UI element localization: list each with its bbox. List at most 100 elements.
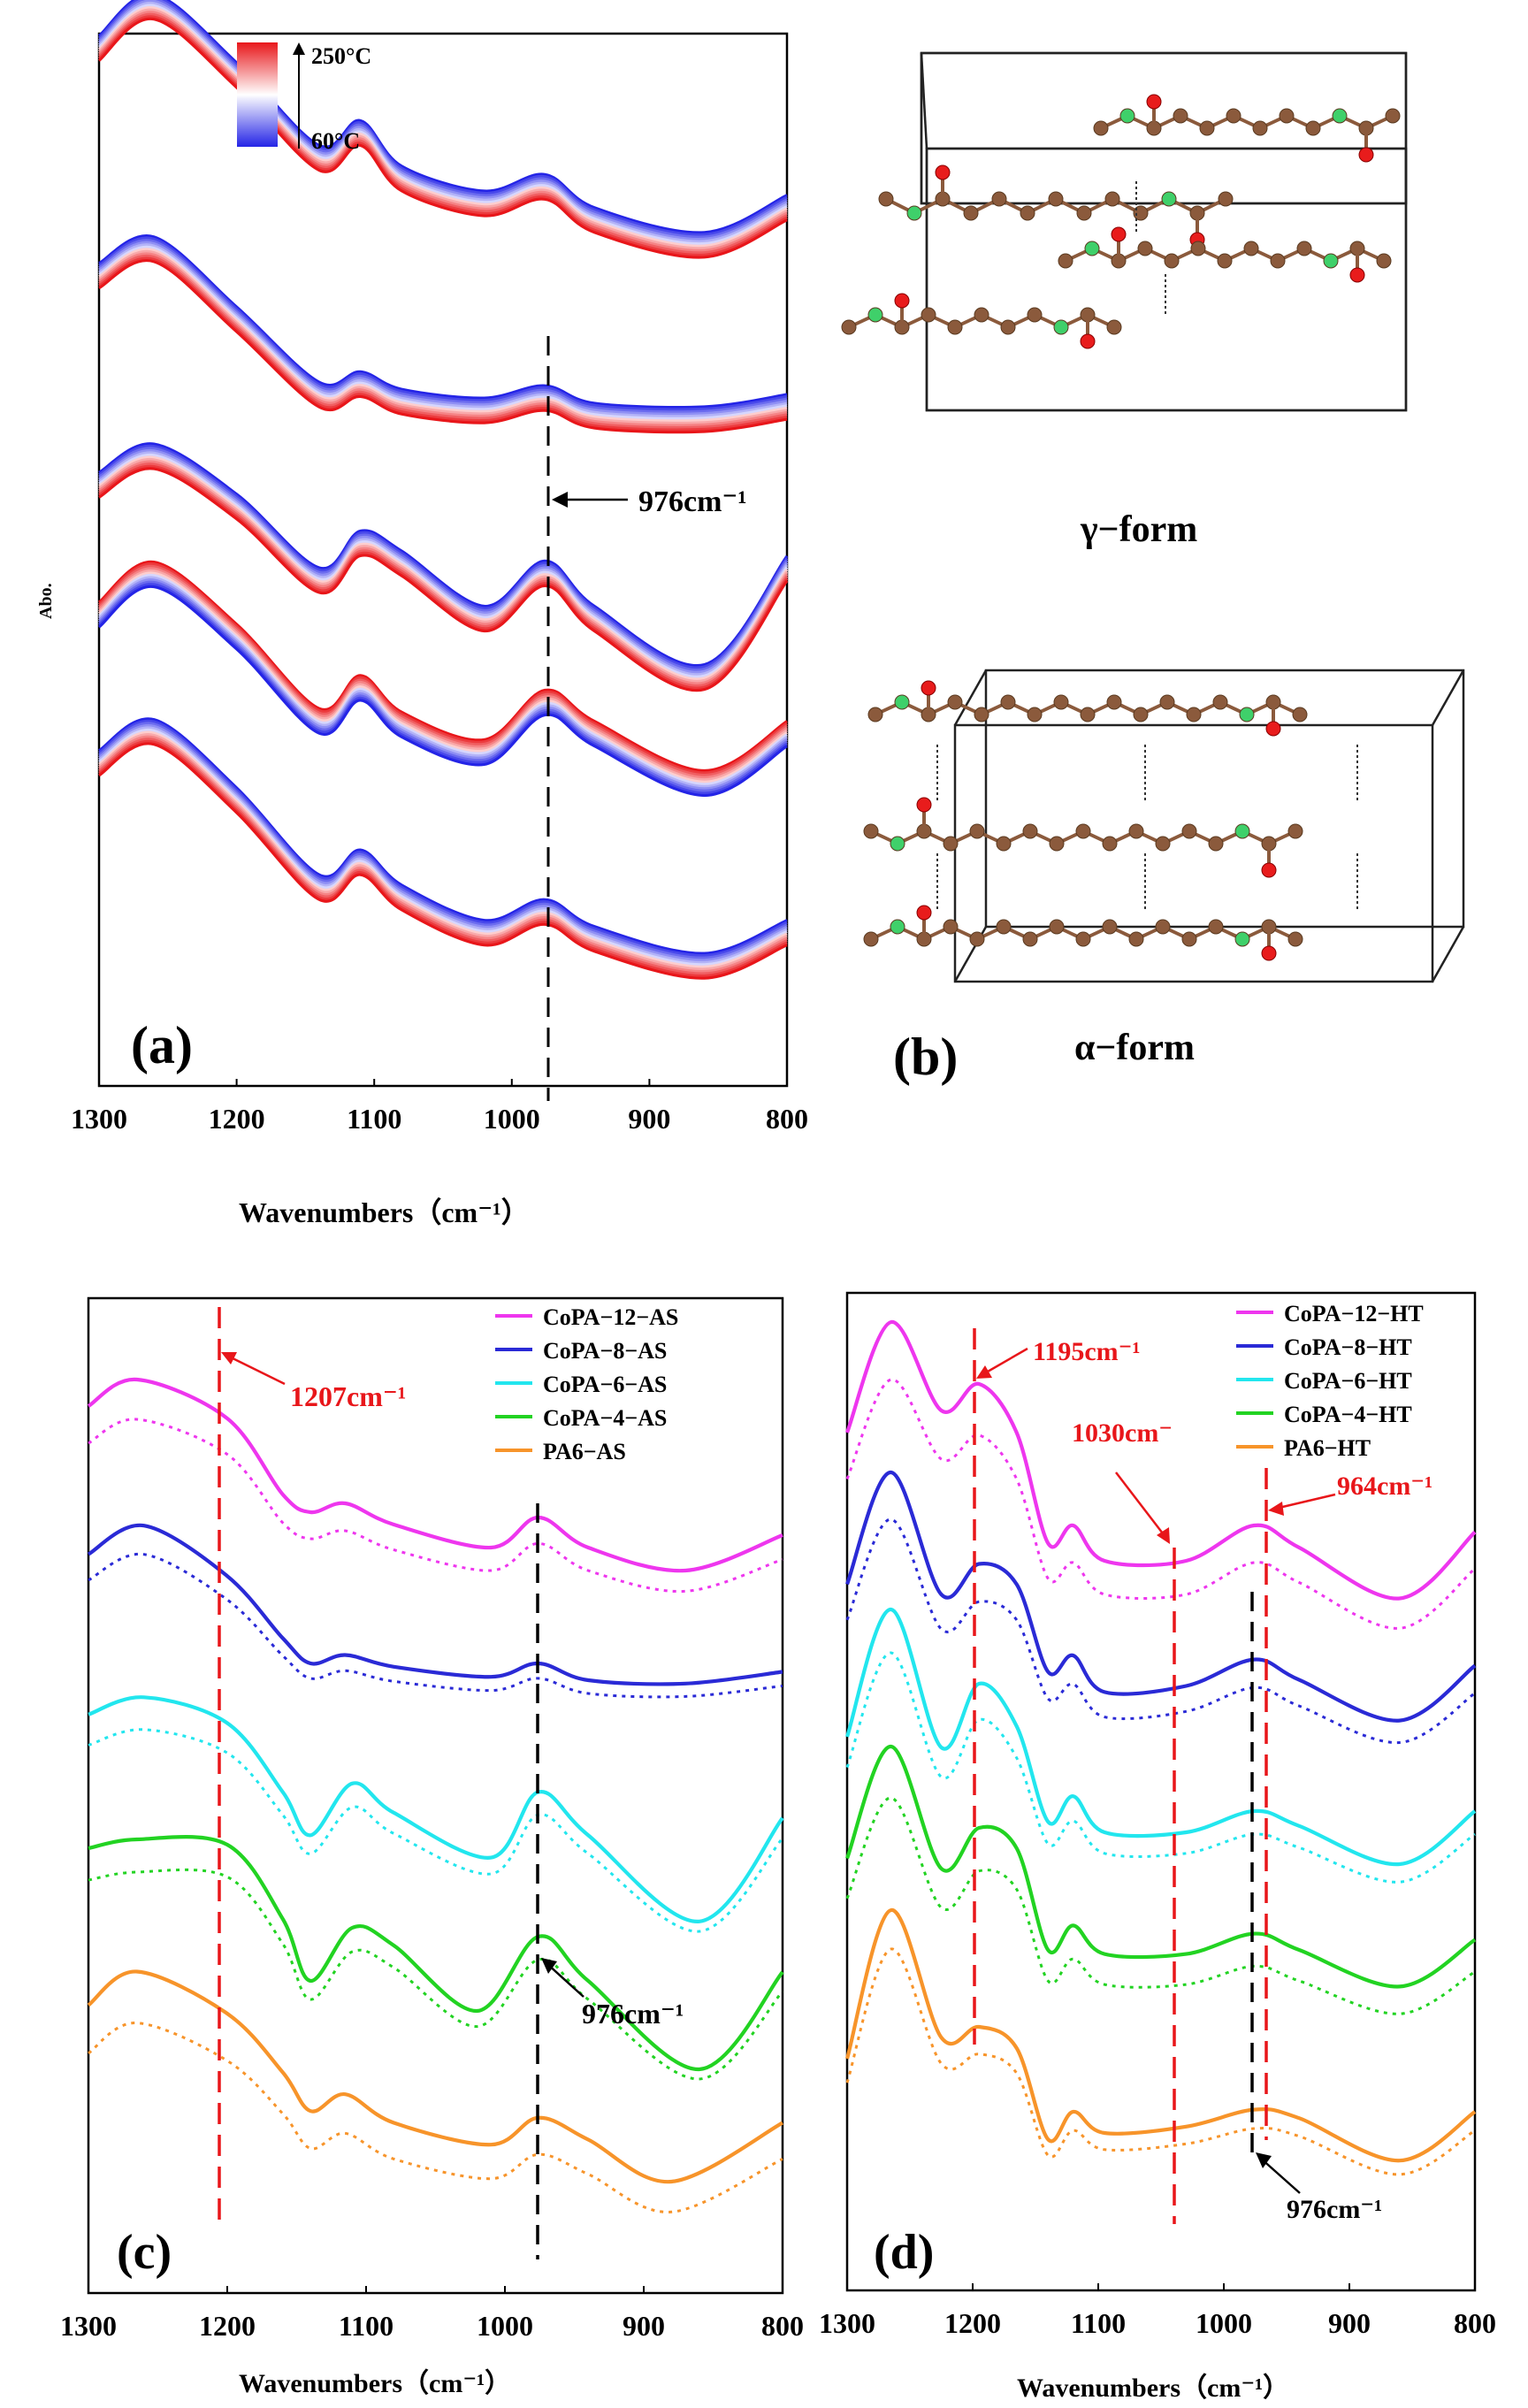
panel-a-spectrum-4-line-9 xyxy=(98,738,788,975)
panel-d-xtick-label: 1200 xyxy=(944,2307,1001,2339)
panel-a-spectrum-0-line-1 xyxy=(97,0,788,237)
panel-d-976-label: 976cm⁻¹ xyxy=(1287,2195,1382,2224)
gamma-chain-2-atom xyxy=(1048,191,1064,207)
panel-a-spectrum-3-line-10 xyxy=(97,562,788,775)
panel-a-spectrum-1-line-8 xyxy=(98,252,788,427)
panel-a-spectrum-3-line-2 xyxy=(97,580,788,793)
panel-a-colorbar-arrowhead xyxy=(293,42,305,55)
panel-d-frame xyxy=(845,1291,1477,2292)
panel-c-1207-arrow xyxy=(225,1353,286,1386)
panel-d-1030-arrowhead xyxy=(1157,1527,1170,1544)
gamma-chain-2-atom xyxy=(906,205,922,221)
panel-a-spectrum-4-line-4 xyxy=(98,726,788,964)
panel-c-legend: CoPA−12−AS CoPA−8−AS CoPA−6−AS CoPA−4−AS PA6… xyxy=(495,1304,678,1464)
alpha-chain-2-oxygen-atom xyxy=(1261,862,1277,878)
panel-d-dotted-2 xyxy=(845,1651,1476,1884)
panel-a-spectrum-4-line-8 xyxy=(98,735,788,974)
alpha-chain-3-atom xyxy=(969,931,985,947)
panel-c-solid-4 xyxy=(87,1969,783,2184)
panel-a-spectrum-4-line-11 xyxy=(98,742,788,980)
alpha-chain-2-atom xyxy=(1075,823,1091,839)
alpha-chain-3-atom xyxy=(943,919,959,935)
alpha-chain-1-atom xyxy=(1212,694,1228,710)
panel-d-solid-3 xyxy=(845,1744,1477,1989)
panel-a-spectrum-4-line-1 xyxy=(98,719,788,958)
panel-c-legend-label-3: CoPA−4−AS xyxy=(543,1405,667,1431)
panel-d-legend-label-3: CoPA−4−HT xyxy=(1284,1402,1412,1427)
gamma-chain-3-atom xyxy=(1270,253,1286,269)
panel-a-ylabel: Abo. xyxy=(36,583,56,619)
panel-c-frame xyxy=(87,1296,784,2295)
alpha-chain-2-atom xyxy=(969,823,985,839)
panel-a-spectrum-0-line-10 xyxy=(97,15,788,257)
gamma-chain-4-oxygen-atom xyxy=(1080,333,1096,349)
gamma-chain-1-atom xyxy=(1252,120,1268,136)
panel-b: γ−form α−form (b) xyxy=(841,51,1465,1086)
panel-d-spectra xyxy=(844,1319,1477,2176)
panel-a-spectrum-0-line-7 xyxy=(97,8,788,250)
alpha-chain-3-atom xyxy=(1287,931,1303,947)
gamma-chain-3-atom xyxy=(1323,253,1339,269)
alpha-chain-1-atom xyxy=(1159,694,1175,710)
panel-a-spectrum-4-line-6 xyxy=(98,730,788,969)
gamma-chain-3-atom xyxy=(1190,241,1206,256)
gamma-chain-3-atom xyxy=(1376,253,1392,269)
gamma-chain-2-atom xyxy=(878,191,894,207)
panel-a-spectrum-1-line-11 xyxy=(98,258,788,434)
alpha-chain-3-atom xyxy=(1234,931,1250,947)
gamma-chain-1-atom xyxy=(1119,108,1135,124)
panel-d-976-arrow xyxy=(1259,2157,1301,2194)
alpha-chain-1-atom xyxy=(1000,694,1016,710)
panel-d-xtick-label: 1100 xyxy=(1071,2307,1126,2339)
panel-a-spectrum-0-line-6 xyxy=(97,6,788,248)
alpha-chain-3-atom xyxy=(890,919,905,935)
gamma-chain-4-atom xyxy=(867,307,883,323)
panel-c-solid-3 xyxy=(88,1834,784,2072)
alpha-chain-2-atom xyxy=(996,836,1012,852)
panel-a-spectrum-0-line-8 xyxy=(97,11,788,252)
gamma-box-top-back xyxy=(920,51,1408,205)
panel-d-964-arrow xyxy=(1274,1493,1336,1510)
panel-a-spectrum-4-line-3 xyxy=(98,723,788,962)
gamma-chain-1-oxygen-atom xyxy=(1358,147,1374,163)
alpha-chain-1-atom xyxy=(867,707,883,722)
alpha-chain-1-atom xyxy=(1106,694,1122,710)
alpha-box-edge-1 xyxy=(1431,669,1465,726)
panel-d-solid-1 xyxy=(845,1470,1477,1723)
alpha-box-edge-3 xyxy=(1431,926,1465,982)
gamma-box-top-front xyxy=(920,51,1408,205)
alpha-chain-2-atom xyxy=(1155,836,1171,852)
panel-a-xtick-label: 800 xyxy=(766,1103,808,1135)
alpha-chain-2-atom xyxy=(1022,823,1038,839)
gamma-chain-4-atom xyxy=(1000,319,1016,335)
alpha-form-label: α−form xyxy=(1074,1028,1195,1068)
alpha-chain-2-atom xyxy=(1208,836,1224,852)
gamma-chain-2-atom xyxy=(991,191,1007,207)
gamma-chain-3-atom xyxy=(1084,241,1100,256)
panel-a-spectrum-1-line-3 xyxy=(98,241,788,416)
alpha-chain-2-oxygen-atom xyxy=(916,797,932,813)
panel-d-964-arrowhead xyxy=(1268,1502,1284,1516)
panel-b-letter: (b) xyxy=(893,1028,958,1086)
gamma-chain-2-atom xyxy=(1218,191,1234,207)
alpha-chain-3-atom xyxy=(1181,931,1197,947)
gamma-chain-3-oxygen-atom xyxy=(1349,267,1365,283)
panel-a-976-label: 976cm⁻¹ xyxy=(638,485,747,518)
gamma-chain-4-atom xyxy=(974,307,989,323)
panel-a-spectrum-2-line-6 xyxy=(98,455,789,681)
panel-c-solid-2 xyxy=(88,1695,784,1923)
panel-c-xtick-label: 900 xyxy=(623,2310,665,2342)
gamma-form-structure xyxy=(841,51,1408,412)
panel-a-spectrum-1-line-4 xyxy=(98,243,788,418)
panel-d-legend-label-2: CoPA−6−HT xyxy=(1284,1368,1412,1394)
panel-a-spectrum-3-line-1 xyxy=(97,583,788,795)
alpha-chain-1-atom xyxy=(974,707,989,722)
panel-a-spectrum-3-line-7 xyxy=(97,570,788,782)
alpha-chain-1-atom xyxy=(894,694,910,710)
panel-c-dotted-0 xyxy=(88,1418,783,1594)
panel-c-solid-1 xyxy=(87,1523,783,1686)
panel-d-letter: (d) xyxy=(874,2225,934,2280)
gamma-chain-2-atom xyxy=(1076,205,1092,221)
panel-a-spectrum-2-line-2 xyxy=(98,447,789,672)
panel-c-xtick-label: 800 xyxy=(761,2310,804,2342)
